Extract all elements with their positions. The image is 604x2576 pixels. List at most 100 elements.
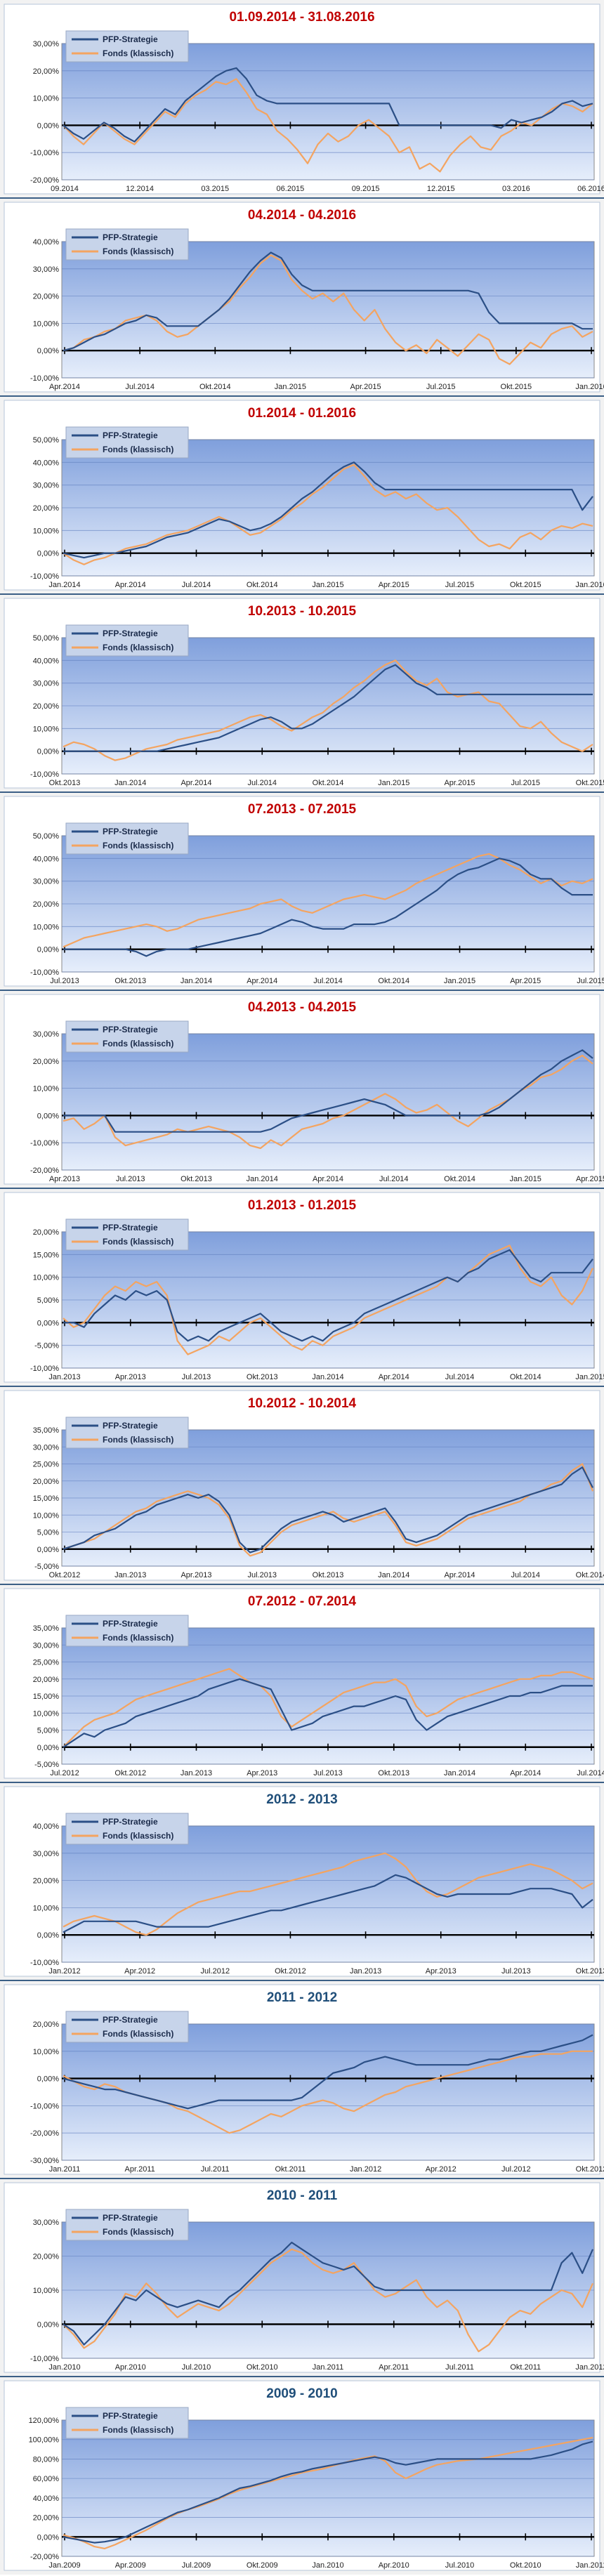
chart-title: 01.2014 - 01.2016 <box>248 406 356 421</box>
chart-title: 2010 - 2011 <box>267 2188 338 2203</box>
x-tick-label: Apr.2014 <box>510 1769 541 1777</box>
x-tick-label: Apr.2012 <box>124 1967 155 1976</box>
series-line-pfp-strategie <box>63 1874 593 1933</box>
x-tick-label: Jan.2014 <box>114 779 146 787</box>
legend-box <box>65 30 189 63</box>
chart-title: 04.2014 - 04.2016 <box>248 208 356 223</box>
chart-panel: 10.2012 - 10.2014 35,00% 30,00% 25,00% 20,00… <box>0 1386 604 1584</box>
y-tick-label: -10,00% <box>30 1959 59 1967</box>
x-tick-label: Okt.2012 <box>114 1769 146 1777</box>
series-line-pfp-strategie <box>63 664 593 752</box>
legend-box <box>65 1615 189 1647</box>
legend-box <box>65 2407 189 2439</box>
x-tick-label: Jul.2013 <box>182 1373 211 1381</box>
x-tick-label: Apr.2012 <box>426 2165 457 2174</box>
x-tick-label: Apr.2011 <box>379 2363 409 2372</box>
x-tick-label: Jul.2013 <box>501 1967 531 1976</box>
line-chart: 07.2012 - 07.2014 35,00% 30,00% 25,00% 20,00… <box>4 1588 604 1779</box>
y-tick-label: 10,00% <box>33 2048 60 2056</box>
legend-box <box>65 822 189 855</box>
legend: PFP-Strategie Fonds (klassisch) <box>65 30 189 63</box>
legend-box <box>65 1020 189 1053</box>
line-chart: 2010 - 2011 30,00% 20,00% 10,00% 0,00% -10,00… <box>4 2182 604 2373</box>
legend-label: Fonds (klassisch) <box>103 2029 173 2039</box>
series-line-pfp-strategie <box>63 1249 593 1342</box>
x-tick-label: Okt.2012 <box>576 2165 604 2174</box>
x-tick-label: Okt.2014 <box>247 581 278 589</box>
legend-label: PFP-Strategie <box>103 827 158 836</box>
y-tick-label: 25,00% <box>33 1659 60 1667</box>
x-tick-label: Apr.2010 <box>379 2561 409 2570</box>
line-chart: 2012 - 2013 40,00% 30,00% 20,00% 10,00% 0,00%… <box>4 1786 604 1977</box>
x-tick-label: Jul.2013 <box>313 1769 343 1777</box>
y-tick-label: 10,00% <box>33 1511 60 1520</box>
chart-panel: 07.2012 - 07.2014 35,00% 30,00% 25,00% 20,00… <box>0 1584 604 1782</box>
y-tick-label: -20,00% <box>30 176 59 185</box>
legend-box <box>65 624 189 657</box>
legend: PFP-Strategie Fonds (klassisch) <box>65 624 189 657</box>
y-tick-label: 15,00% <box>33 1693 60 1701</box>
y-tick-label: 20,00% <box>33 1228 60 1237</box>
x-tick-label: Jul.2014 <box>313 977 343 985</box>
y-tick-label: 30,00% <box>33 1443 60 1452</box>
y-tick-label: 25,00% <box>33 1461 60 1469</box>
legend: PFP-Strategie Fonds (klassisch) <box>65 228 189 261</box>
plot-area <box>61 1033 595 1171</box>
y-tick-label: 30,00% <box>33 265 60 274</box>
y-tick-label: -5,00% <box>34 1761 59 1769</box>
x-tick-label: Jul.2014 <box>511 1571 540 1579</box>
y-tick-label: 0,00% <box>37 1319 59 1327</box>
x-tick-label: Jan.2011 <box>313 2363 343 2372</box>
y-tick-label: 0,00% <box>37 347 59 355</box>
chart-title: 01.09.2014 - 31.08.2016 <box>229 10 374 25</box>
chart-panel: 01.2014 - 01.2016 50,00% 40,00% 30,00% 20,00… <box>0 396 604 594</box>
y-tick-label: 10,00% <box>33 95 60 103</box>
series-line-pfp-strategie <box>63 2034 593 2110</box>
x-tick-label: Okt.2010 <box>510 2561 541 2570</box>
x-tick-label: Apr.2013 <box>115 1373 146 1381</box>
series-line-pfp-strategie <box>63 1049 593 1133</box>
y-tick-label: 30,00% <box>33 2219 60 2227</box>
x-tick-label: Jan.2015 <box>510 1175 541 1183</box>
x-tick-label: Jan.2014 <box>444 1769 475 1777</box>
legend-label: Fonds (klassisch) <box>103 1633 173 1643</box>
x-tick-label: Jan.2010 <box>48 2363 80 2372</box>
y-tick-label: 80,00% <box>33 2455 60 2464</box>
y-tick-label: -20,00% <box>30 2553 59 2561</box>
y-tick-label: 35,00% <box>33 1624 60 1633</box>
x-tick-label: Jan.2014 <box>312 1373 343 1381</box>
x-tick-label: Jul.2012 <box>501 2165 531 2174</box>
x-tick-label: Okt.2013 <box>180 1175 212 1183</box>
legend: PFP-Strategie Fonds (klassisch) <box>65 822 189 855</box>
line-chart: 2009 - 2010 120,00% 100,00% 80,00% 60,00% 40,… <box>4 2380 604 2571</box>
legend-box <box>65 1417 189 1449</box>
y-tick-label: 20,00% <box>33 2253 60 2261</box>
chart-title: 2009 - 2010 <box>266 2386 337 2401</box>
x-tick-label: Apr.2014 <box>115 581 146 589</box>
panel-separator <box>0 197 604 199</box>
line-chart: 2011 - 2012 20,00% 10,00% 0,00% -10,00% -20,0… <box>4 1984 604 2175</box>
chart-panel: 04.2014 - 04.2016 40,00% 30,00% 20,00% 10,00… <box>0 198 604 396</box>
series-line-pfp-strategie <box>63 67 593 143</box>
x-tick-label: Jan.2014 <box>48 581 80 589</box>
x-tick-label: Jul.2013 <box>247 1571 277 1579</box>
legend-label: PFP-Strategie <box>103 2015 158 2025</box>
series-line-fonds-klassisch <box>63 2248 594 2353</box>
legend-box <box>65 1218 189 1251</box>
legend: PFP-Strategie Fonds (klassisch) <box>65 1813 189 1845</box>
x-tick-label: Jan.2014 <box>247 1175 278 1183</box>
y-tick-label: 0,00% <box>37 2533 59 2542</box>
legend: PFP-Strategie Fonds (klassisch) <box>65 2407 189 2439</box>
y-tick-label: 10,00% <box>33 1709 60 1718</box>
series-line-fonds-klassisch <box>63 1054 593 1150</box>
x-tick-label: 06.2015 <box>277 185 305 193</box>
series-line-pfp-strategie <box>63 2440 593 2544</box>
x-tick-label: Jan.2013 <box>180 1769 212 1777</box>
series-line-fonds-klassisch <box>63 853 593 948</box>
x-tick-label: 09.2014 <box>51 185 79 193</box>
legend: PFP-Strategie Fonds (klassisch) <box>65 2209 189 2241</box>
x-tick-label: Jan.2012 <box>575 2363 604 2372</box>
y-tick-label: 20,00% <box>33 504 60 513</box>
y-tick-label: -10,00% <box>30 770 59 779</box>
x-tick-label: Okt.2014 <box>313 779 344 787</box>
